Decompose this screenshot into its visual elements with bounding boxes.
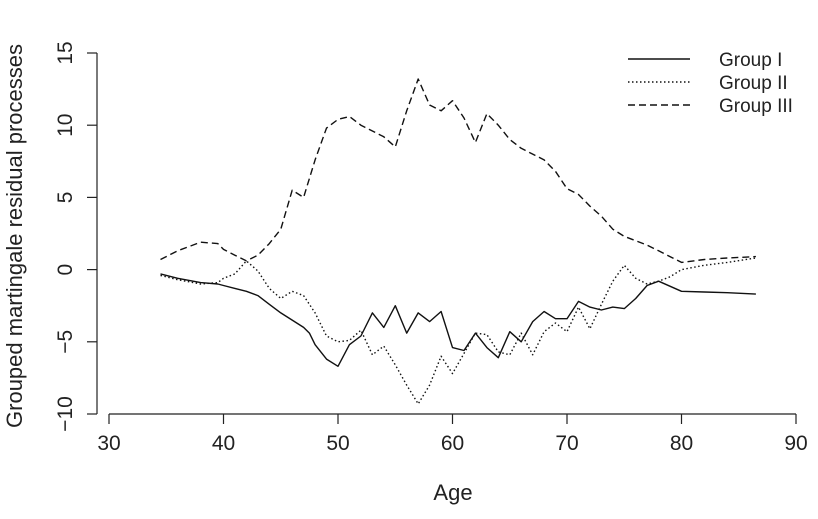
y-tick-label: 0 [54,264,77,276]
y-tick-label: 10 [54,114,77,137]
x-tick-label: 90 [784,432,807,455]
series-line-group-ii [160,257,757,405]
x-tick-label: 80 [670,432,693,455]
x-tick-label: 30 [97,432,120,455]
y-axis-title: Grouped martingale residual processes [2,44,27,428]
series-line-group-i [160,273,756,367]
series-line-group-iii [160,78,756,264]
axes [96,53,796,415]
legend: Group I Group II Group III [628,50,793,117]
axis-ticks: 30 40 50 60 70 80 90 −10 −5 0 5 10 15 [54,41,808,455]
x-tick-label: 50 [326,432,349,455]
series-group [160,78,757,405]
y-tick-label: 15 [54,41,77,64]
y-tick-label: −10 [54,396,77,432]
legend-label-group-i: Group I [719,50,782,71]
y-tick-label: 5 [54,192,77,204]
y-tick-label: −5 [54,330,77,354]
x-tick-label: 70 [555,432,578,455]
x-axis-title: Age [433,480,472,505]
x-tick-label: 60 [441,432,464,455]
legend-label-group-ii: Group II [719,73,788,94]
legend-label-group-iii: Group III [719,96,793,117]
x-tick-label: 40 [212,432,235,455]
